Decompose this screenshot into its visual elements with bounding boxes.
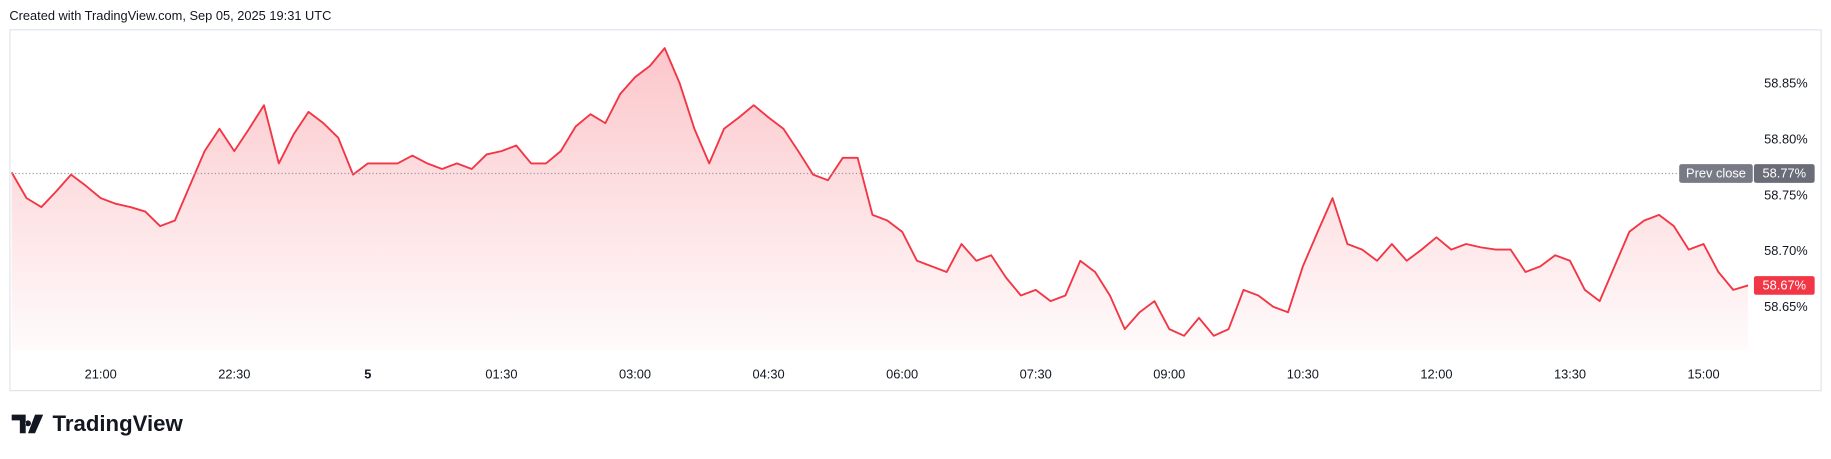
x-tick-label: 09:00 [1153,366,1185,381]
x-tick-label: 5 [364,366,371,381]
prev-close-badge [1753,164,1815,183]
y-tick-label: 58.65% [1764,299,1808,314]
x-tick-label: 15:00 [1688,366,1720,381]
x-tick-label: 03:00 [619,366,651,381]
prev-close-label: 58.77% [1763,165,1807,180]
x-tick-label: 22:30 [218,366,250,381]
logo-icon [11,414,44,434]
price-line [10,47,1749,337]
prev-close-tag [1679,164,1753,183]
x-tick-label: 07:30 [1020,366,1052,381]
last-value-label: 58.67% [1763,277,1807,292]
y-tick-label: 58.80% [1764,131,1808,146]
x-tick-label: 21:00 [85,366,117,381]
last-value-badge [1753,276,1815,295]
x-tick-label: 06:00 [886,366,918,381]
y-tick-label: 58.70% [1764,243,1808,258]
chart-frame [9,29,1822,392]
x-tick-label: 10:30 [1287,366,1319,381]
x-tick-label: 12:00 [1420,366,1452,381]
area-fill [11,48,1749,351]
x-tick-label: 13:30 [1554,366,1586,381]
y-tick-label: 58.85% [1764,75,1808,90]
logo-text: TradingView [53,411,184,436]
x-tick-label: 01:30 [485,366,517,381]
logo: TradingView [11,411,184,436]
x-tick-label: 04:30 [753,366,785,381]
prev-close-text: Prev close [1686,165,1746,180]
header-text: Created with TradingView.com, Sep 05, 20… [9,8,331,23]
y-tick-label: 58.75% [1764,187,1808,202]
